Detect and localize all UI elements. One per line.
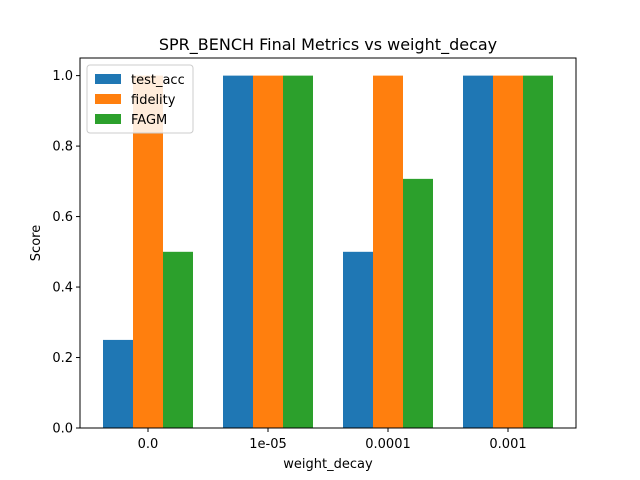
x-tick-label: 0.0 — [138, 437, 159, 452]
y-tick-label: 0.0 — [52, 422, 73, 437]
y-tick-label: 1.0 — [52, 69, 73, 84]
legend-swatch-FAGM — [95, 114, 121, 124]
bar-test_acc-0.0001 — [343, 251, 373, 428]
y-axis: 0.0 0.2 0.4 0.6 0.8 1.0 — [52, 69, 80, 437]
x-axis-label: weight_decay — [283, 457, 373, 472]
legend-swatch-test_acc — [95, 74, 121, 84]
bar-FAGM-0.001 — [523, 75, 553, 428]
plot-frame — [79, 57, 577, 429]
legend-label-test_acc: test_acc — [131, 73, 185, 88]
bar-fidelity-0.0001 — [373, 75, 403, 428]
y-axis-label: Score — [29, 225, 44, 261]
legend-label-fidelity: fidelity — [131, 93, 176, 108]
bar-fidelity-0.0 — [133, 75, 163, 428]
bar-FAGM-1e-05 — [283, 75, 313, 428]
bar-test_acc-0.001 — [463, 75, 493, 428]
chart-title: SPR_BENCH Final Metrics vs weight_decay — [159, 35, 497, 55]
legend: test_acc fidelity FAGM — [86, 64, 194, 134]
x-axis: 0.0 1e-05 0.0001 0.001 — [138, 428, 527, 452]
x-tick-label: 1e-05 — [249, 437, 287, 452]
bar-FAGM-0.0 — [163, 251, 193, 428]
bar-FAGM-0.0001 — [403, 178, 433, 428]
bar-test_acc-1e-05 — [223, 75, 253, 428]
x-tick-label: 0.001 — [489, 437, 526, 452]
bar-fidelity-0.001 — [493, 75, 523, 428]
y-tick-label: 0.8 — [52, 140, 73, 155]
y-tick-label: 0.6 — [52, 210, 73, 225]
legend-label-FAGM: FAGM — [131, 113, 167, 128]
x-tick-label: 0.0001 — [365, 437, 411, 452]
bar-fidelity-1e-05 — [253, 75, 283, 428]
bar-test_acc-0.0 — [103, 339, 133, 428]
legend-swatch-fidelity — [95, 94, 121, 104]
y-tick-label: 0.2 — [52, 351, 73, 366]
y-tick-label: 0.4 — [52, 281, 73, 296]
bars-group — [103, 75, 553, 428]
